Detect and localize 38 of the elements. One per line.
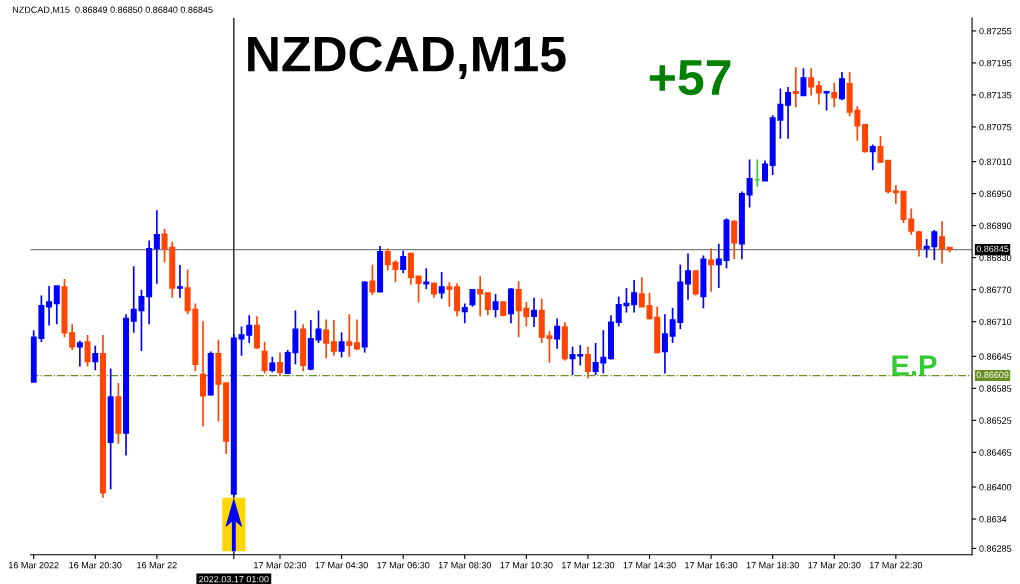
y-tick-label: 0.86710 [979, 318, 1012, 326]
x-tick-label: 17 Mar 14:30 [623, 561, 676, 569]
x-tick-label: 17 Mar 20:30 [808, 561, 861, 569]
x-tick-label: 17 Mar 12:30 [562, 561, 615, 569]
x-tick-label: 17 Mar 10:30 [500, 561, 553, 569]
annotation: +57 [649, 60, 731, 96]
x-tick-label: 16 Mar 22 [137, 561, 177, 569]
y-tick-label: 0.86585 [979, 385, 1012, 392]
x-tick-label: 17 Mar 18:30 [746, 561, 799, 569]
y-tick-label: 0.86645 [979, 353, 1012, 360]
chart-subtitle: NZDCAD,M15 0.86849 0.86850 0.86840 0.86845 [12, 6, 213, 14]
ref-line-label: 0.86609 [976, 371, 1009, 378]
x-tick-label: 2022.03.17 01:00 [199, 575, 269, 583]
x-tick-label: 17 Mar 08:30 [438, 561, 492, 569]
y-tick-label: 0.87010 [979, 158, 1012, 165]
x-tick-label: 17 Mar 22:30 [869, 561, 923, 569]
x-tick-label: 17 Mar 06:30 [377, 561, 430, 569]
y-tick-label: 0.87075 [979, 123, 1012, 131]
y-tick-label: 0.86770 [979, 286, 1012, 294]
x-tick-label: 17 Mar 04:30 [315, 561, 368, 569]
x-tick-label: 16 Mar 20:30 [69, 561, 122, 569]
y-tick-label: 0.87255 [979, 27, 1012, 35]
x-tick-label: 17 Mar 02:30 [254, 561, 307, 569]
y-tick-label: 0.86400 [979, 484, 1012, 491]
y-tick-label: 0.8634 [979, 516, 1007, 523]
annotation: E.P [892, 355, 937, 376]
y-tick-label: 0.87135 [979, 91, 1012, 99]
chart-title: NZDCAD,M15 [248, 36, 566, 80]
y-tick-label: 0.86830 [979, 254, 1012, 261]
ref-line-label: 0.86845 [976, 245, 1009, 253]
y-tick-label: 0.86525 [979, 417, 1012, 424]
y-tick-label: 0.87195 [979, 59, 1012, 67]
y-tick-label: 0.86950 [979, 190, 1012, 197]
x-tick-label: 16 Mar 2022 [9, 561, 59, 569]
y-tick-label: 0.86285 [979, 545, 1012, 552]
y-tick-label: 0.86890 [979, 222, 1012, 229]
y-tick-label: 0.86465 [979, 449, 1012, 456]
x-tick-label: 17 Mar 16:30 [685, 561, 738, 569]
